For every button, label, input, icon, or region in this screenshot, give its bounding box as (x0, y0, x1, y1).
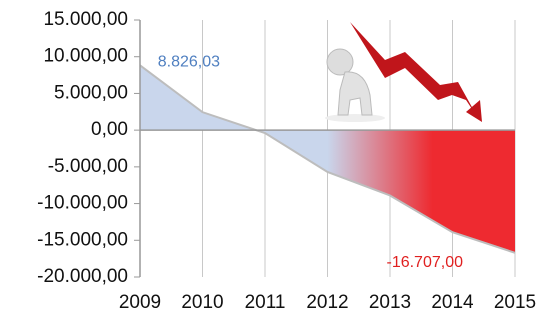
x-tick-label: 2010 (181, 292, 223, 313)
x-tick-label: 2013 (369, 292, 411, 313)
x-tick-label: 2012 (306, 292, 348, 313)
y-tick-label: 10.000,00 (43, 46, 128, 67)
y-tick-label: -15.000,00 (37, 229, 128, 250)
x-tick-label: 2014 (431, 292, 474, 313)
illustration (325, 22, 482, 122)
data-label: 8.826,03 (158, 54, 220, 71)
x-tick-label: 2015 (494, 292, 536, 313)
y-tick-label: -20.000,00 (37, 266, 128, 287)
x-tick-label: 2011 (245, 292, 286, 313)
y-tick-label: -5.000,00 (48, 156, 128, 177)
y-tick-label: 0,00 (91, 119, 128, 140)
x-tick-label: 2009 (119, 292, 161, 313)
y-tick-label: 15.000,00 (43, 9, 128, 30)
chart: 2009 2010 2011 2012 2013 2014 2015 -20.000,00 -1… (0, 0, 541, 316)
y-tick-label: 5.000,00 (54, 82, 128, 103)
data-label: -16.707,00 (386, 254, 463, 271)
y-tick-label: -10.000,00 (37, 193, 128, 214)
